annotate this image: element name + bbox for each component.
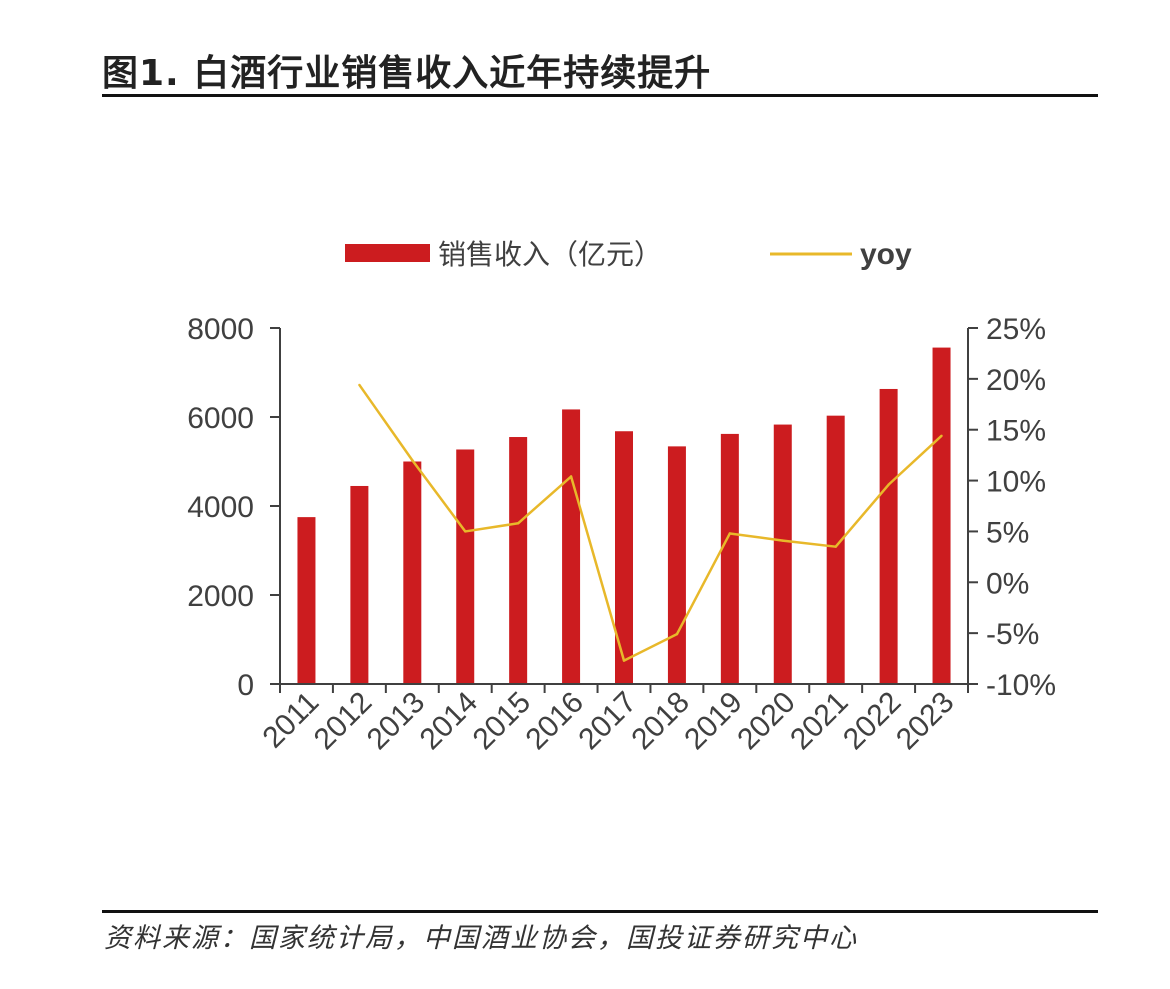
yoy-line-series: [358, 383, 943, 662]
x-tick-label-2019: 2019: [678, 686, 749, 757]
bar-2016: [562, 409, 581, 684]
bar-2022: [879, 388, 898, 684]
bar-2018: [667, 446, 686, 684]
right-tick-label: 5%: [986, 516, 1029, 549]
bar-2019: [720, 433, 739, 684]
right-tick-label: 25%: [986, 313, 1046, 346]
legend: 销售收入（亿元） yoy: [345, 238, 912, 271]
right-tick-label: 15%: [986, 415, 1046, 448]
source-divider: [102, 910, 1098, 913]
legend-line-label: yoy: [860, 238, 912, 271]
x-tick-label-2012: 2012: [308, 686, 379, 757]
right-tick-label: 10%: [986, 466, 1046, 499]
yoy-point-2021: [834, 545, 837, 548]
x-tick-label-2014: 2014: [414, 686, 485, 757]
bar-2013: [403, 461, 422, 684]
yoy-point-2018: [675, 632, 679, 636]
bar-2017: [615, 431, 633, 684]
x-tick-label-2023: 2023: [890, 686, 961, 757]
yoy-point-2012: [358, 383, 361, 387]
x-tick-label-2013: 2013: [361, 686, 432, 757]
x-tick-label-2015: 2015: [467, 686, 538, 757]
bar-2012: [350, 485, 369, 684]
yoy-point-2019: [728, 532, 732, 535]
right-tick-label: 20%: [986, 364, 1046, 397]
x-tick-label-2021: 2021: [784, 686, 855, 757]
right-axis-ticks: -10% -5% 0% 5% 10% 15% 20% 25%: [968, 313, 1056, 702]
yoy-point-2017: [622, 659, 626, 662]
left-tick-label: 4000: [187, 491, 254, 524]
bar-2023: [932, 347, 951, 684]
legend-bar-swatch: [345, 244, 430, 262]
x-axis-labels: 2011201220132014201520162017201820192020…: [256, 686, 960, 757]
yoy-point-2014: [464, 530, 467, 533]
left-tick-label: 2000: [187, 580, 254, 613]
yoy-point-2015: [516, 522, 520, 525]
left-tick-label: 0: [237, 669, 254, 702]
right-tick-label: -10%: [986, 669, 1056, 702]
yoy-point-2020: [781, 539, 784, 542]
yoy-point-2022: [887, 483, 890, 486]
x-tick-label-2016: 2016: [519, 686, 590, 757]
yoy-point-2013: [411, 459, 414, 462]
x-tick-label-2020: 2020: [731, 686, 802, 757]
right-tick-label: -5%: [986, 618, 1039, 651]
bar-2021: [826, 415, 845, 684]
right-tick-label: 0%: [986, 567, 1029, 600]
yoy-point-2023: [940, 434, 943, 438]
left-tick-label: 8000: [187, 313, 254, 346]
bar-2011: [297, 517, 316, 684]
left-axis-ticks: 0 2000 4000 6000 8000: [187, 313, 280, 702]
bar-2015: [509, 437, 528, 684]
x-tick-label-2017: 2017: [572, 686, 643, 757]
source-note: 资料来源：国家统计局，中国酒业协会，国投证券研究中心: [104, 923, 858, 954]
figure-title: 图1. 白酒行业销售收入近年持续提升: [102, 53, 712, 94]
left-tick-label: 6000: [187, 402, 254, 435]
x-tick-label-2011: 2011: [256, 686, 325, 755]
x-tick-label-2022: 2022: [837, 686, 908, 757]
title-divider: [102, 94, 1098, 97]
yoy-line: [358, 384, 943, 662]
legend-bar-label: 销售收入（亿元）: [438, 238, 662, 271]
bar-2014: [456, 449, 475, 684]
bar-2020: [773, 424, 792, 684]
bar-series: [297, 347, 951, 684]
x-tick-label-2018: 2018: [625, 686, 696, 757]
axes: [279, 328, 969, 693]
yoy-point-2016: [569, 475, 573, 478]
